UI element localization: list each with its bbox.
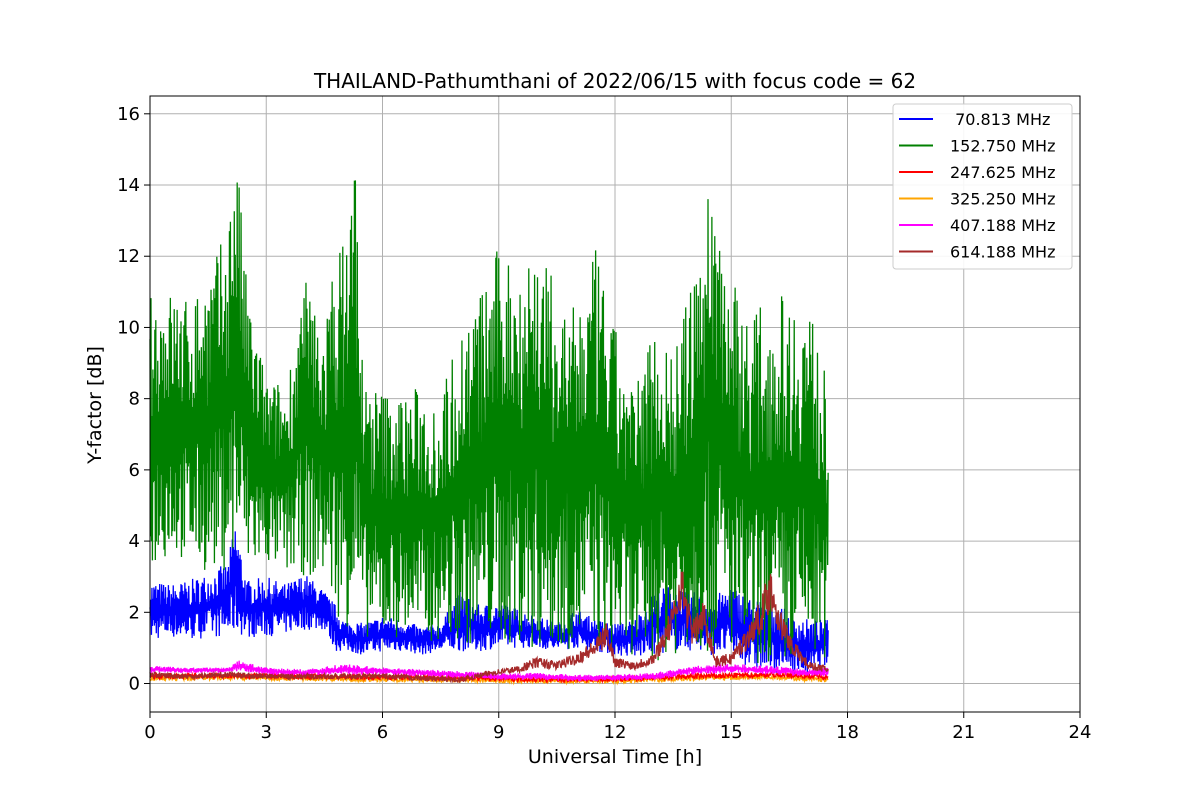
legend-label: 152.750 MHz [950, 137, 1055, 156]
legend-label: 407.188 MHz [950, 216, 1055, 235]
x-axis-title: Universal Time [h] [528, 746, 702, 768]
plot-area [149, 180, 829, 686]
x-tick-label: 6 [377, 722, 388, 743]
x-tick-label: 18 [836, 722, 859, 743]
y-tick-label: 16 [117, 104, 140, 125]
x-tick-label: 15 [720, 722, 743, 743]
y-tick-label: 12 [117, 246, 140, 267]
x-tick-label: 0 [144, 722, 155, 743]
y-tick-label: 2 [129, 602, 140, 623]
legend-box [892, 103, 1073, 270]
y-tick-label: 14 [117, 175, 140, 196]
x-tick-label: 21 [952, 722, 975, 743]
legend: 70.813 MHz 152.750 MHz 247.625 MHz 325.250 … [892, 103, 1073, 270]
legend-label: 325.250 MHz [950, 190, 1055, 209]
x-axis-ticks: 0 3 6 9 12 15 18 21 24 [144, 712, 1091, 743]
series-line [149, 180, 829, 664]
y-axis-title: Y-factor [dB] [84, 346, 106, 465]
legend-label: 247.625 MHz [950, 163, 1055, 182]
legend-label: 70.813 MHz [950, 110, 1050, 129]
series-line [149, 571, 829, 684]
chart-title: THAILAND-Pathumthani of 2022/06/15 with … [313, 69, 916, 93]
x-tick-label: 12 [604, 722, 627, 743]
x-tick-label: 9 [493, 722, 504, 743]
y-tick-label: 10 [117, 317, 140, 338]
y-tick-label: 8 [129, 389, 140, 410]
y-tick-label: 6 [129, 460, 140, 481]
x-tick-label: 3 [261, 722, 272, 743]
x-tick-label: 24 [1069, 722, 1092, 743]
y-tick-label: 4 [129, 531, 140, 552]
legend-label: 614.188 MHz [950, 243, 1055, 262]
y-tick-label: 0 [129, 674, 140, 695]
y-axis-ticks: 0 2 4 6 8 10 12 14 16 [117, 104, 150, 695]
